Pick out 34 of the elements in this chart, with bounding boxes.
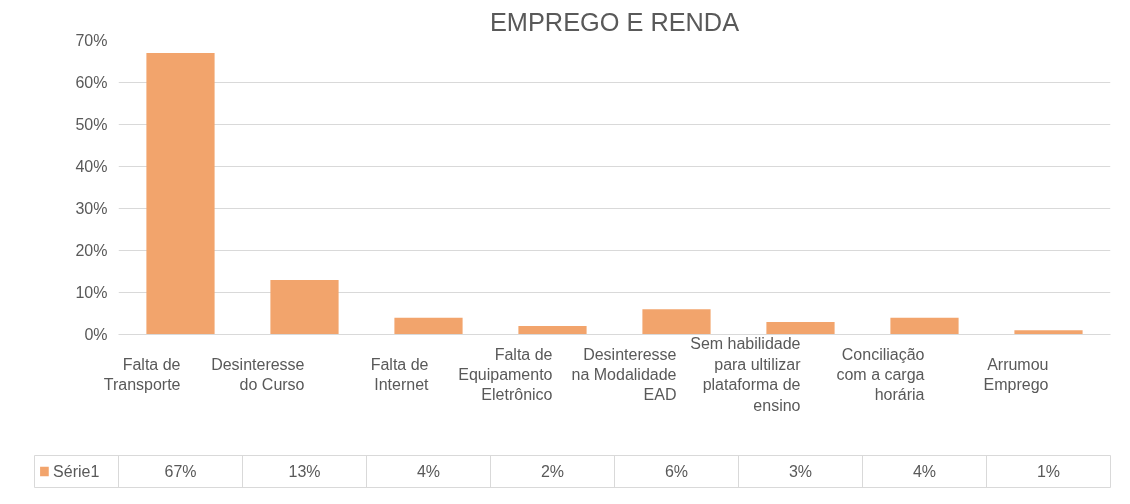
bar <box>1014 330 1083 335</box>
y-tick-label: 20% <box>75 242 108 259</box>
bar <box>146 53 215 335</box>
data-label: 6% <box>664 463 689 480</box>
legend-label: Série1 <box>53 463 100 480</box>
x-tick-label: Arrumou Emprego <box>983 355 1049 394</box>
bar <box>394 317 463 335</box>
x-tick-label: Desinteresse na Modalidade EAD <box>571 345 677 404</box>
x-tick-label: Conciliação com a carga horária <box>836 345 925 404</box>
chart-title: EMPREGO E RENDA <box>489 7 740 36</box>
data-label: 2% <box>540 463 565 480</box>
bar <box>766 321 835 335</box>
x-tick-label: Falta de Equipamento Eletrônico <box>458 345 553 404</box>
y-tick-label: 60% <box>75 74 108 91</box>
data-label: 67% <box>164 463 197 480</box>
bar <box>890 317 959 335</box>
bar <box>518 326 587 335</box>
bar <box>270 279 339 335</box>
bar <box>642 309 711 335</box>
x-tick-label: Desinteresse do Curso <box>211 355 305 394</box>
y-tick-label: 10% <box>75 284 108 301</box>
x-tick-label: Falta de Internet <box>370 355 430 394</box>
y-tick-label: 50% <box>75 116 108 133</box>
data-label: 4% <box>416 463 441 480</box>
y-tick-label: 30% <box>75 200 108 217</box>
x-tick-label: Sem habilidade para ultilizar plataforma de ensino <box>690 335 802 414</box>
data-label: 1% <box>1036 463 1061 480</box>
data-label: 3% <box>788 463 813 480</box>
x-tick-label: Falta de Transporte <box>103 355 181 394</box>
y-tick-label: 0% <box>84 326 108 343</box>
y-tick-label: 70% <box>75 32 108 49</box>
data-label: 4% <box>912 463 937 480</box>
data-label: 13% <box>288 463 321 480</box>
y-tick-label: 40% <box>75 158 108 175</box>
